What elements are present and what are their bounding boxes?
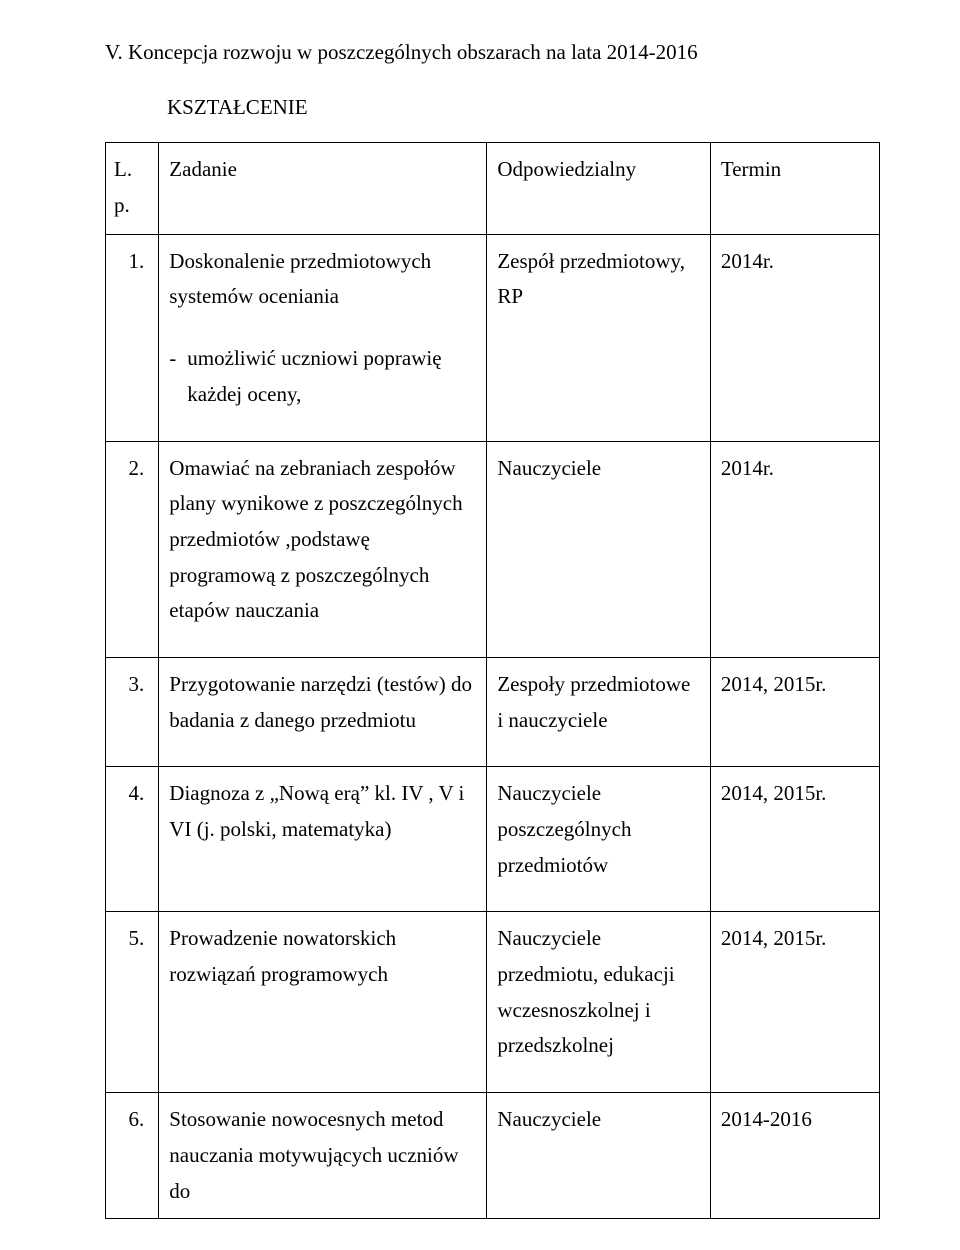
table-row: 4. Diagnoza z „Nową erą” kl. IV , V i VI… (106, 767, 880, 912)
row-task: Doskonalenie przedmiotowych systemów oce… (159, 234, 487, 441)
task-main-text: Doskonalenie przedmiotowych systemów oce… (169, 244, 476, 315)
row-task: Diagnoza z „Nową erą” kl. IV , V i VI (j… (159, 767, 487, 912)
row-num: 6. (106, 1093, 159, 1219)
row-term: 2014r. (710, 234, 879, 441)
row-task: Przygotowanie narzędzi (testów) do badan… (159, 657, 487, 766)
col-header-term: Termin (710, 143, 879, 234)
row-num: 5. (106, 912, 159, 1093)
table-row: 3. Przygotowanie narzędzi (testów) do ba… (106, 657, 880, 766)
row-num: 4. (106, 767, 159, 912)
row-term: 2014, 2015r. (710, 657, 879, 766)
table-row: 2. Omawiać na zebraniach zespołów plany … (106, 441, 880, 657)
row-responsible: Nauczyciele (487, 441, 710, 657)
table-row: 1. Doskonalenie przedmiotowych systemów … (106, 234, 880, 441)
row-term: 2014r. (710, 441, 879, 657)
table-row: 5. Prowadzenie nowatorskich rozwiązań pr… (106, 912, 880, 1093)
col-header-num: L. p. (106, 143, 159, 234)
row-num: 3. (106, 657, 159, 766)
row-task: Omawiać na zebraniach zespołów plany wyn… (159, 441, 487, 657)
col-header-task: Zadanie (159, 143, 487, 234)
row-term: 2014-2016 (710, 1093, 879, 1219)
concept-table: L. p. Zadanie Odpowiedzialny Termin 1. D… (105, 142, 880, 1219)
section-label: KSZTAŁCENIE (167, 95, 880, 120)
row-responsible: Nauczyciele przedmiotu, edukacji wczesno… (487, 912, 710, 1093)
row-responsible: Zespół przedmiotowy, RP (487, 234, 710, 441)
row-term: 2014, 2015r. (710, 767, 879, 912)
row-task: Stosowanie nowocesnych metod nauczania m… (159, 1093, 487, 1219)
row-num: 1. (106, 234, 159, 441)
row-num: 2. (106, 441, 159, 657)
row-term: 2014, 2015r. (710, 912, 879, 1093)
dash-icon: - (169, 341, 187, 377)
page-title: V. Koncepcja rozwoju w poszczególnych ob… (105, 38, 880, 67)
table-row: 6. Stosowanie nowocesnych metod nauczani… (106, 1093, 880, 1219)
table-header-row: L. p. Zadanie Odpowiedzialny Termin (106, 143, 880, 234)
col-header-responsible: Odpowiedzialny (487, 143, 710, 234)
task-sub-text: umożliwić uczniowi poprawię każdej oceny… (187, 341, 476, 412)
row-responsible: Zespoły przedmiotowe i nauczyciele (487, 657, 710, 766)
task-sub-item: - umożliwić uczniowi poprawię każdej oce… (169, 341, 476, 412)
row-task: Prowadzenie nowatorskich rozwiązań progr… (159, 912, 487, 1093)
row-responsible: Nauczyciele (487, 1093, 710, 1219)
row-responsible: Nauczyciele poszczególnych przedmiotów (487, 767, 710, 912)
